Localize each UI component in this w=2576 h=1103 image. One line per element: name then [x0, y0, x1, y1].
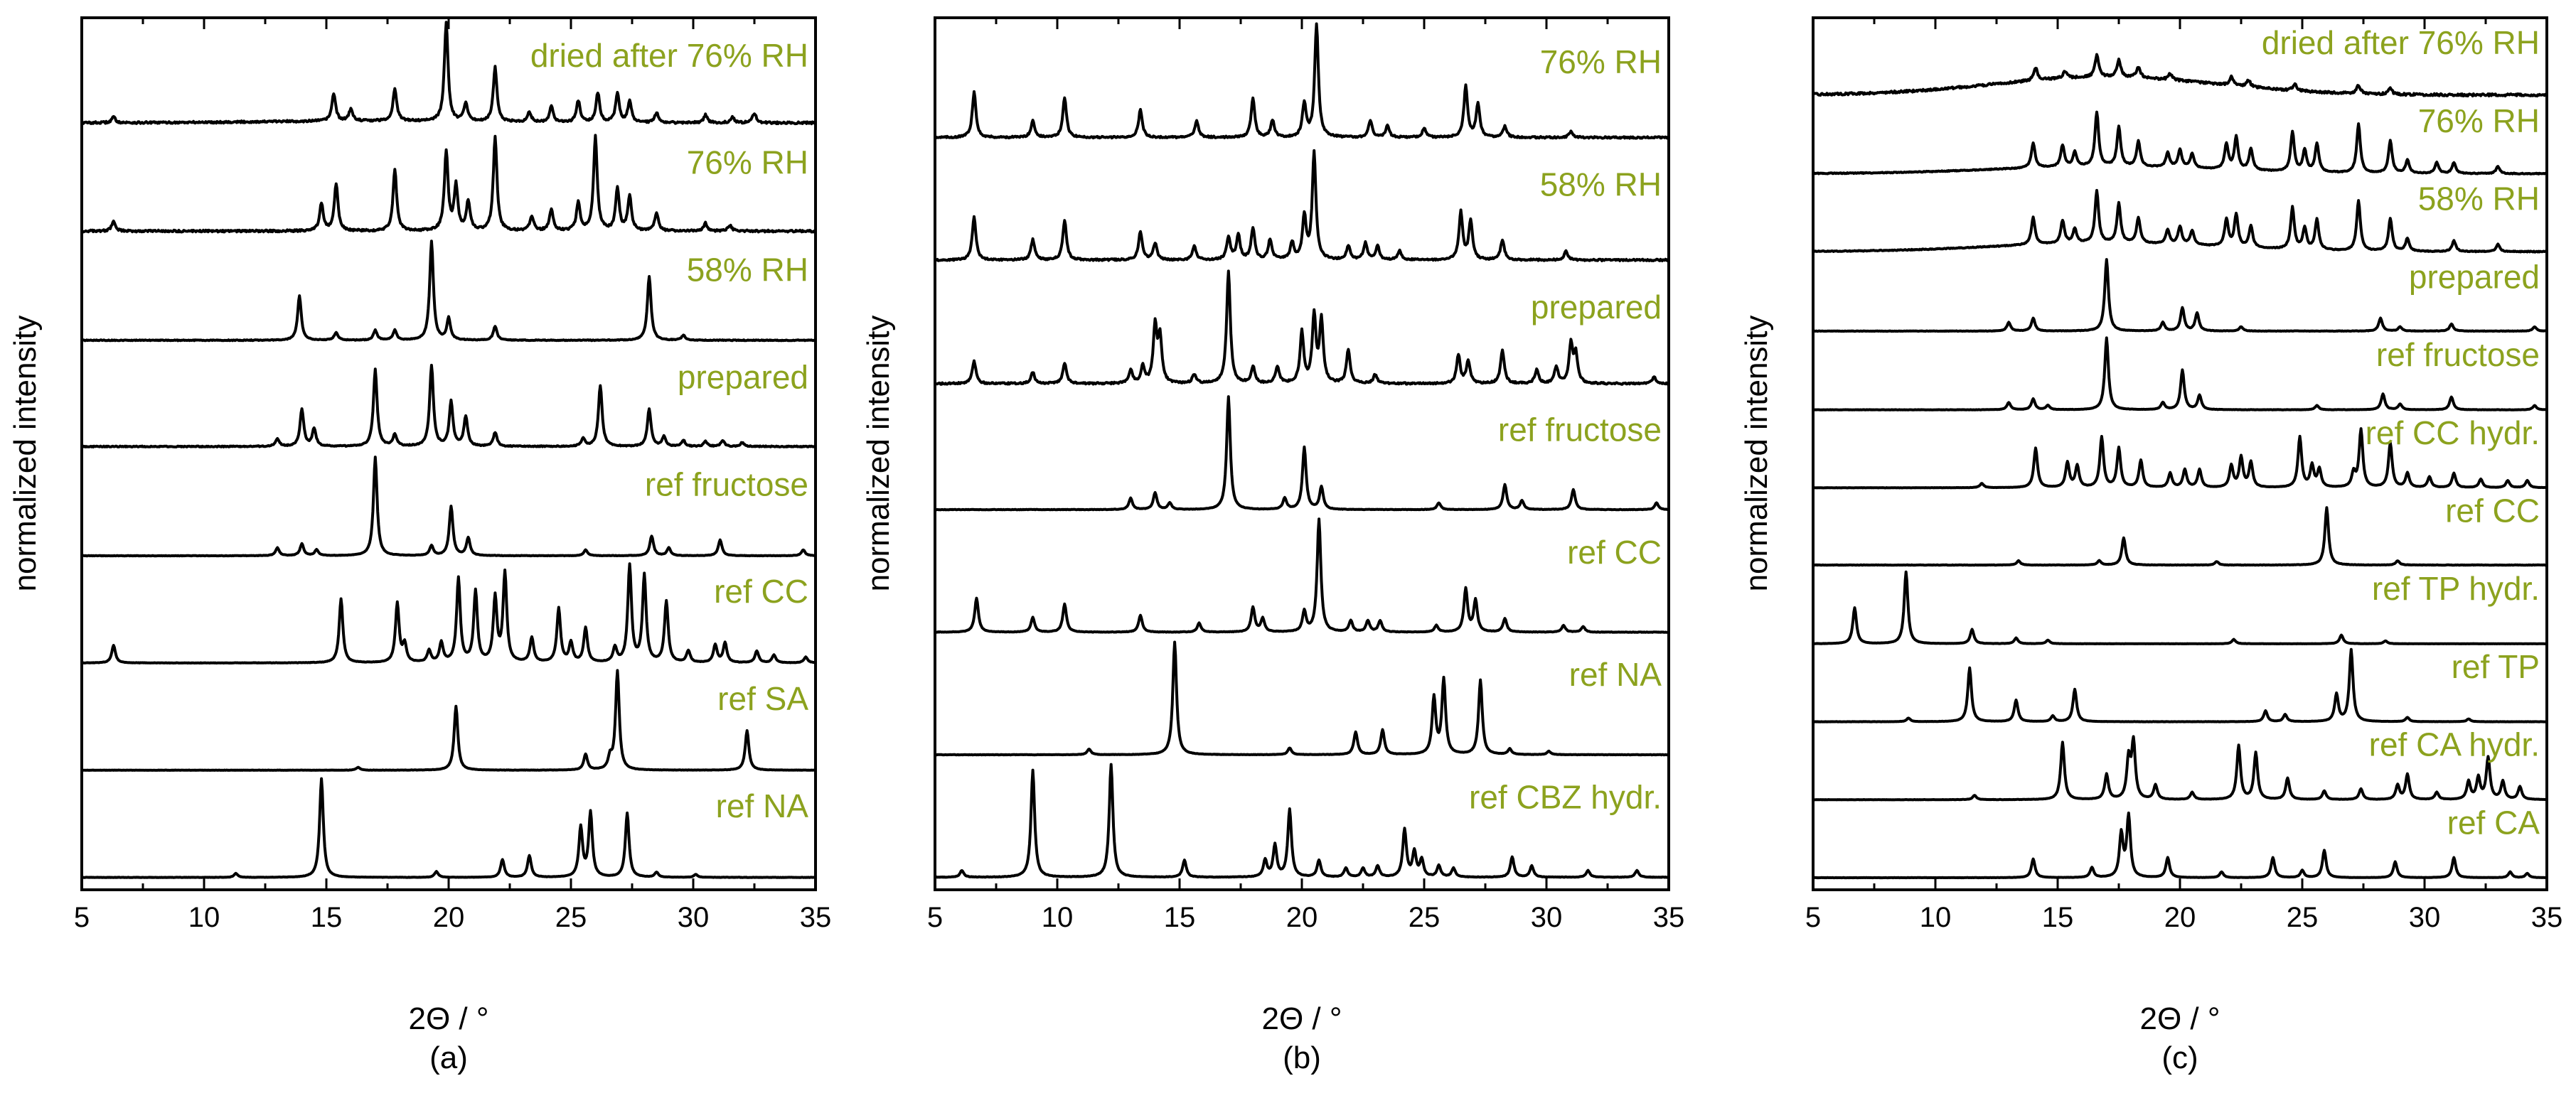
pattern-label: prepared	[678, 358, 808, 395]
pattern-trace	[934, 395, 1669, 512]
pattern-label: ref NA	[1569, 656, 1662, 693]
pattern-trace	[81, 777, 816, 879]
x-axis-label: 2Θ / °	[2140, 1001, 2220, 1036]
pattern-label: ref CA	[2447, 804, 2540, 841]
x-tick-label: 20	[1286, 902, 1318, 933]
panel-c: normalized intensity 2Θ / ° (c) 5 10 15 20 2…	[1739, 16, 2563, 1075]
pattern-trace	[1812, 427, 2548, 490]
x-tick-label: 5	[1805, 902, 1821, 933]
panel-label: (b)	[1283, 1040, 1321, 1075]
pattern-trace	[81, 21, 816, 126]
x-tick-label: 25	[2287, 902, 2319, 933]
y-axis-label: normalized intensity	[1739, 316, 1774, 592]
pattern-trace	[934, 149, 1670, 262]
pattern-label: 58% RH	[1540, 166, 1662, 203]
pattern-label: prepared	[2409, 258, 2540, 295]
x-tick-label: 35	[800, 902, 832, 933]
pattern-label: 76% RH	[1540, 43, 1662, 80]
pattern-label: ref TP	[2452, 648, 2540, 685]
panel-label: (c)	[2161, 1040, 2198, 1075]
pattern-label: 76% RH	[687, 144, 808, 181]
pattern-trace	[1812, 53, 2548, 98]
x-axis-label: 2Θ / °	[1262, 1001, 1342, 1036]
pattern-label: 58% RH	[2418, 181, 2540, 217]
x-tick-label: 15	[311, 902, 343, 933]
pattern-label: ref fructose	[1498, 411, 1662, 448]
pattern-label: ref fructose	[2376, 336, 2540, 373]
pattern-trace	[934, 517, 1669, 634]
pattern-trace	[1812, 258, 2548, 333]
panel-b: normalized intensity 2Θ / ° (b) 5 10 15 20 2…	[861, 16, 1685, 1075]
pattern-label: ref CC	[714, 573, 808, 610]
pattern-label: dried after 76% RH	[530, 37, 808, 74]
x-tick-label: 10	[188, 902, 220, 933]
panel-label: (a)	[429, 1040, 468, 1075]
x-tick-label: 15	[2042, 902, 2074, 933]
pattern-trace	[934, 22, 1670, 140]
x-tick-label: 35	[2531, 902, 2563, 933]
y-axis-label: normalized intensity	[8, 316, 43, 592]
plot-frame	[934, 16, 1670, 891]
pattern-trace	[1812, 811, 2548, 880]
pattern-label: ref CA hydr.	[2369, 726, 2540, 763]
panel-a: normalized intensity 2Θ / ° (a) 5 10 15 20 2…	[8, 16, 832, 1075]
x-tick-label: 25	[555, 902, 587, 933]
pattern-trace	[81, 562, 816, 665]
pattern-label: 58% RH	[687, 252, 808, 289]
pattern-trace	[80, 363, 816, 448]
pattern-label: ref TP hydr.	[2372, 570, 2540, 607]
x-tick-label: 10	[1042, 902, 1074, 933]
x-tick-label: 5	[927, 902, 943, 933]
x-tick-label: 25	[1409, 902, 1441, 933]
pattern-trace	[81, 240, 816, 343]
pattern-trace	[81, 134, 817, 234]
pattern-label: ref SA	[717, 680, 808, 717]
x-tick-label: 20	[433, 902, 465, 933]
pattern-trace	[81, 456, 816, 558]
pattern-trace	[1812, 506, 2548, 567]
pattern-trace	[1812, 647, 2548, 723]
x-tick-label: 35	[1653, 902, 1685, 933]
pattern-label: ref CC hydr.	[2366, 414, 2540, 451]
pattern-label: ref CBZ hydr.	[1469, 779, 1662, 816]
pattern-trace	[1812, 735, 2548, 802]
pattern-label: ref fructose	[645, 466, 808, 502]
y-axis-label: normalized intensity	[861, 316, 896, 592]
pattern-trace	[1812, 336, 2548, 411]
pattern-trace	[1812, 110, 2548, 176]
pattern-trace	[934, 640, 1669, 757]
pattern-trace	[934, 269, 1670, 386]
pattern-label: 76% RH	[2418, 102, 2540, 139]
x-tick-label: 30	[2409, 902, 2441, 933]
x-tick-label: 30	[678, 902, 710, 933]
x-tick-label: 30	[1531, 902, 1563, 933]
x-tick-label: 10	[1920, 902, 1952, 933]
pattern-label: dried after 76% RH	[2262, 24, 2540, 61]
pattern-label: ref CC	[1567, 534, 1662, 571]
pattern-trace	[934, 763, 1669, 879]
x-axis-label: 2Θ / °	[409, 1001, 489, 1036]
x-tick-label: 5	[74, 902, 90, 933]
pattern-label: ref CC	[2445, 493, 2540, 529]
pattern-trace	[1812, 570, 2548, 645]
pattern-trace	[81, 669, 816, 772]
pattern-label: prepared	[1531, 289, 1662, 325]
x-tick-label: 15	[1164, 902, 1196, 933]
x-tick-label: 20	[2164, 902, 2196, 933]
pattern-trace	[1812, 188, 2548, 254]
pattern-label: ref NA	[716, 787, 809, 824]
